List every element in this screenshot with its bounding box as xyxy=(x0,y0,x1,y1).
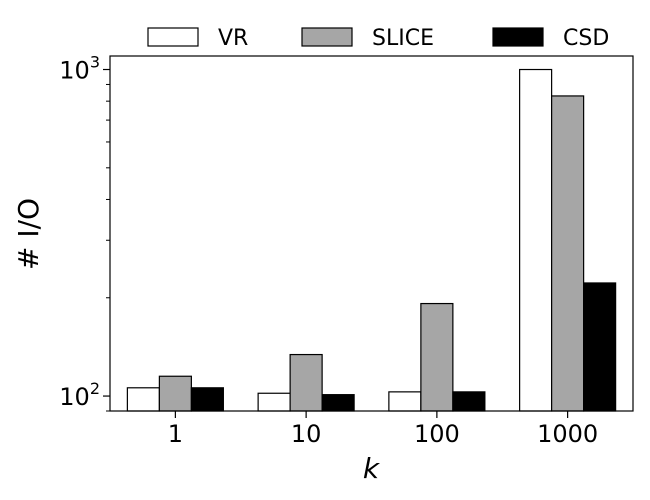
bar-vr-k10 xyxy=(257,392,291,412)
bars xyxy=(126,68,617,412)
bar-vr-k100 xyxy=(388,391,422,412)
legend-swatch-csd xyxy=(492,27,544,47)
x-tick-label-100: 100 xyxy=(414,420,460,448)
bar-vr-k1000 xyxy=(519,68,553,412)
bar-csd-k1000 xyxy=(583,282,617,412)
legend-swatch-vr xyxy=(147,27,199,47)
legend-label-csd: CSD xyxy=(563,26,609,51)
y-axis-label: # I/O xyxy=(12,198,45,270)
bar-slice-k100 xyxy=(420,302,454,412)
bar-csd-k10 xyxy=(321,394,355,412)
bar-csd-k100 xyxy=(452,391,486,412)
bar-slice-k10 xyxy=(289,353,323,412)
y-axis: 102 103 xyxy=(59,53,110,412)
plot-frame xyxy=(109,55,634,412)
legend-label-vr: VR xyxy=(218,26,248,51)
bar-csd-k1 xyxy=(190,387,224,412)
bar-slice-k1 xyxy=(158,375,192,412)
x-axis-label: k xyxy=(363,452,381,485)
bar-slice-k1000 xyxy=(551,95,585,412)
x-tick-label-1: 1 xyxy=(168,420,183,448)
legend-swatch-slice xyxy=(301,27,353,47)
bar-vr-k1 xyxy=(126,387,160,412)
x-axis: 1 10 100 1000 xyxy=(168,411,598,448)
legend: VR SLICE CSD xyxy=(147,26,609,51)
x-tick-label-1000: 1000 xyxy=(537,420,598,448)
x-tick-label-10: 10 xyxy=(291,420,322,448)
legend-label-slice: SLICE xyxy=(372,26,434,51)
y-tick-label-1000: 103 xyxy=(59,53,100,85)
y-tick-label-100: 102 xyxy=(59,379,100,411)
